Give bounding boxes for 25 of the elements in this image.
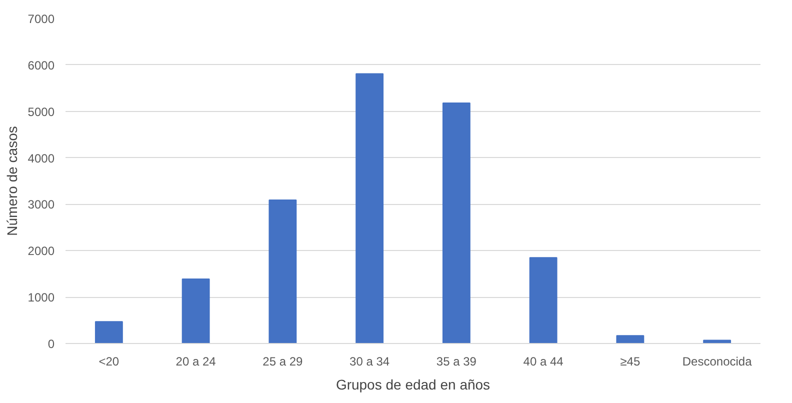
x-tick-label: 25 a 29 (262, 354, 304, 368)
bar (182, 278, 210, 344)
y-axis-title: Número de casos (4, 126, 20, 236)
y-tick-label: 7000 (28, 12, 55, 26)
bar (356, 73, 384, 344)
bar (94, 321, 123, 344)
x-tick-label: 40 a 44 (523, 354, 564, 368)
bar (616, 335, 644, 344)
x-tick-label: 35 a 39 (436, 354, 477, 368)
bar (442, 102, 470, 344)
bar (268, 200, 297, 344)
y-tick-label: 4000 (28, 151, 55, 166)
x-tick-label: 30 a 34 (350, 354, 390, 368)
y-tick-label: 3000 (28, 198, 55, 212)
y-tick-label: 6000 (28, 58, 55, 72)
x-tick-label: 20 a 24 (176, 354, 216, 368)
x-tick-label: Desconocida (682, 354, 752, 368)
y-tick-label: 5000 (28, 104, 55, 119)
x-tick-label: ≥45 (620, 354, 640, 368)
y-tick-label: 0 (48, 337, 55, 351)
y-tick-label: 2000 (28, 244, 55, 258)
bar (529, 257, 558, 344)
y-tick-label: 1000 (28, 290, 55, 305)
x-tick-label: <20 (98, 354, 120, 368)
x-axis-title: Grupos de edad en años (336, 376, 490, 392)
